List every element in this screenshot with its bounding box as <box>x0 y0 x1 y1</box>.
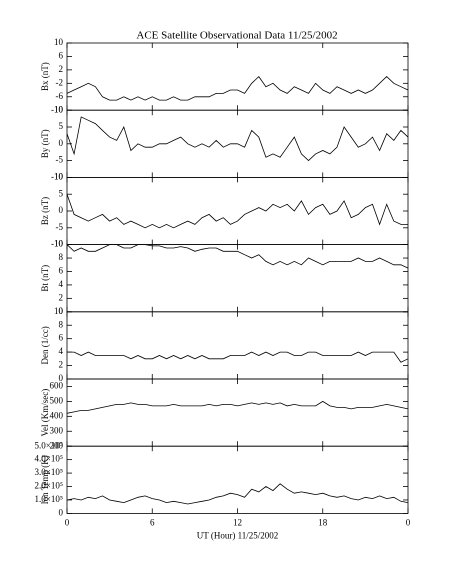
y-tick-label: 0 <box>59 306 64 316</box>
panel-frame <box>66 311 409 380</box>
y-tick-label: 10 <box>54 171 64 181</box>
y-tick-label: 10 <box>54 306 64 316</box>
y-tick-label: 10 <box>54 37 64 47</box>
x-tick-label: 0 <box>406 517 411 527</box>
data-line <box>66 244 409 269</box>
y-tick-label: -2 <box>56 77 64 87</box>
y-tick-label: 5 <box>59 121 64 131</box>
data-line <box>66 116 409 162</box>
y-tick-label: 0 <box>59 205 64 215</box>
y-axis-label: Bz (nT) <box>40 197 50 225</box>
y-tick-label: 600 <box>50 381 64 391</box>
y-tick-label: 400 <box>50 410 64 420</box>
y-tick-label: 6 <box>59 266 64 276</box>
y-tick-label: -10 <box>51 171 63 181</box>
y-tick-label: 500 <box>50 395 64 405</box>
y-tick-label: 6 <box>59 51 64 61</box>
y-tick-label: 6 <box>59 333 64 343</box>
x-tick-label: 18 <box>318 517 328 527</box>
data-line <box>66 400 409 414</box>
y-tick-label: 8 <box>59 252 64 262</box>
y-tick-label: 0 <box>59 138 64 148</box>
panel-frame <box>66 176 409 245</box>
data-line <box>67 351 409 363</box>
panel-frame <box>66 445 409 514</box>
y-tick-label: 2 <box>59 360 64 370</box>
x-tick-label: 6 <box>150 517 155 527</box>
x-tick-label: 12 <box>233 517 242 527</box>
data-line <box>66 483 409 505</box>
y-tick-label: -10 <box>51 239 63 249</box>
y-tick-label: 2 <box>59 64 64 74</box>
y-axis-label: Vel (Km/sec) <box>40 389 50 437</box>
panel-frame <box>66 244 409 313</box>
y-tick-label: 4 <box>59 346 64 356</box>
y-tick-label: 1.0×10⁵ <box>35 494 63 504</box>
y-tick-label: -5 <box>56 155 64 165</box>
x-tick-label: 0 <box>65 517 70 527</box>
y-tick-label: 300 <box>50 425 64 435</box>
y-axis-label: By (nT) <box>40 129 50 158</box>
y-tick-label: 4.0×10⁵ <box>35 454 63 464</box>
y-tick-label: 10 <box>54 104 64 114</box>
y-tick-label: 5.0×10⁵ <box>35 440 63 450</box>
y-tick-label: -6 <box>56 91 64 101</box>
y-tick-label: 10 <box>54 239 64 249</box>
y-tick-label: 2 <box>59 292 64 302</box>
y-tick-label: -10 <box>51 104 63 114</box>
y-tick-label: 8 <box>59 319 64 329</box>
y-tick-label: 4 <box>59 279 64 289</box>
panel-frame <box>66 42 409 111</box>
y-tick-label: -5 <box>56 222 64 232</box>
y-axis-label: Bx (nT) <box>40 62 50 91</box>
x-axis-label: UT (Hour) 11/25/2002 <box>197 530 279 540</box>
chart-title: ACE Satellite Observational Data 11/25/2… <box>136 30 337 42</box>
y-tick-label: 0 <box>59 507 64 517</box>
data-line <box>66 75 409 101</box>
y-tick-label: 2.0×10⁵ <box>35 481 63 491</box>
y-axis-label: Ion Temp (K) <box>40 455 50 504</box>
data-line <box>66 194 408 229</box>
y-tick-label: 200 <box>50 440 64 450</box>
y-tick-label: 3.0×10⁵ <box>35 467 63 477</box>
y-tick-label: 0 <box>59 373 64 383</box>
panel-frame <box>66 378 409 447</box>
y-tick-label: 5 <box>59 188 64 198</box>
y-axis-label: Bt (nT) <box>40 265 50 292</box>
y-axis-label: Den (1/cc) <box>40 326 50 364</box>
